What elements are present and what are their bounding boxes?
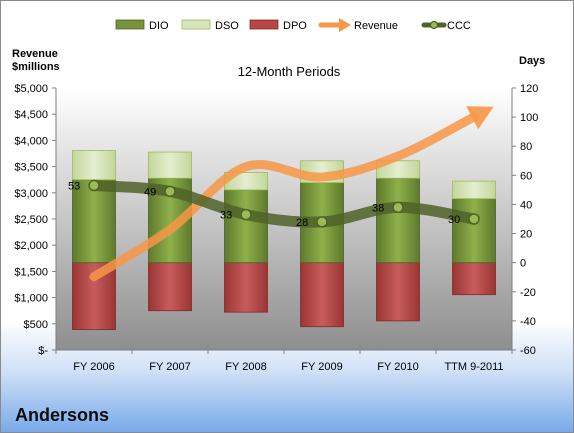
ccc-data-label: 28 <box>296 217 308 229</box>
ccc-marker <box>316 216 328 228</box>
bar-dio <box>452 198 496 264</box>
bar-dso <box>148 151 192 179</box>
left-axis-label-line1: Revenue <box>12 48 58 60</box>
axes-layer: $- $500 $1,000 $1,500 $2,000 $2,500 $3,000 $3,5… <box>14 83 538 373</box>
right-tick-label: 120 <box>520 83 538 95</box>
left-tick-label: $2,500 <box>14 214 48 226</box>
ccc-data-label: 33 <box>220 210 232 222</box>
right-tick-label: -20 <box>520 287 536 299</box>
ccc-data-label: 30 <box>448 214 460 226</box>
x-tick-label: FY 2006 <box>73 361 114 373</box>
left-tick-label: $500 <box>24 319 48 331</box>
left-tick-label: $1,500 <box>14 266 48 278</box>
left-axis-label-line2: $millions <box>12 61 60 73</box>
ccc-marker <box>88 179 100 192</box>
legend-item-dpo: DPO <box>249 19 307 32</box>
x-tick-label: TTM 9-2011 <box>444 361 503 373</box>
ccc-line <box>88 180 480 228</box>
left-tick-label: $- <box>38 345 48 357</box>
legend-label-revenue: Revenue <box>354 20 398 32</box>
right-axis-label: Days <box>519 55 545 67</box>
left-tick-label: $4,500 <box>14 109 48 121</box>
bar-dpo <box>452 262 496 296</box>
legend-item-dso: DSO <box>181 19 239 32</box>
ccc-marker <box>468 213 480 225</box>
lines-layer: 53 49 33 28 38 30 <box>68 106 494 282</box>
legend: DIO DSO DPO Revenue CCC <box>115 18 471 32</box>
revenue-line <box>89 112 479 282</box>
right-tick-label: 100 <box>520 112 538 124</box>
chart-title: 12-Month Periods <box>238 64 341 79</box>
bar-dso <box>452 180 496 200</box>
right-tick-label: 0 <box>520 258 526 270</box>
bar-dpo <box>300 262 344 328</box>
revenue-arrowhead <box>466 106 494 130</box>
ccc-data-label: 38 <box>372 202 384 214</box>
ccc-marker <box>240 208 252 221</box>
left-tick-label: $4,000 <box>14 135 48 147</box>
legend-item-revenue: Revenue <box>318 18 398 32</box>
x-tick-label: FY 2010 <box>377 361 418 373</box>
bar-dio <box>376 177 420 264</box>
ccc-data-label: 49 <box>144 186 156 198</box>
legend-label-dpo: DPO <box>283 20 307 32</box>
bar-dpo <box>376 262 420 322</box>
bar-dpo <box>224 262 268 313</box>
legend-label-ccc: CCC <box>447 20 471 32</box>
right-tick-label: 60 <box>520 170 532 182</box>
legend-item-dio: DIO <box>115 19 169 32</box>
right-tick-label: 20 <box>520 229 532 241</box>
x-tick-label: FY 2007 <box>149 361 190 373</box>
bar-dpo <box>148 262 192 312</box>
legend-label-dso: DSO <box>215 20 239 32</box>
left-tick-label: $5,000 <box>14 83 48 95</box>
right-tick-label: 80 <box>520 141 532 153</box>
right-tick-label: -40 <box>520 316 536 328</box>
left-tick-label: $2,000 <box>14 240 48 252</box>
ccc-marker <box>392 201 404 214</box>
ccc-marker <box>164 185 176 198</box>
bar-dio <box>224 189 268 264</box>
legend-label-dio: DIO <box>149 20 169 32</box>
left-tick-label: $3,000 <box>14 188 48 200</box>
right-tick-label: -60 <box>520 345 536 357</box>
ccc-data-label: 53 <box>68 181 80 193</box>
legend-item-ccc: CCC <box>421 20 471 32</box>
left-tick-label: $1,000 <box>14 293 48 305</box>
x-tick-label: FY 2008 <box>225 361 266 373</box>
left-tick-label: $3,500 <box>14 162 48 174</box>
bar-dio <box>72 179 116 264</box>
bar-dso <box>72 150 116 181</box>
right-tick-label: 40 <box>520 199 532 211</box>
company-name: Andersons <box>15 405 110 425</box>
x-tick-label: FY 2009 <box>301 361 342 373</box>
